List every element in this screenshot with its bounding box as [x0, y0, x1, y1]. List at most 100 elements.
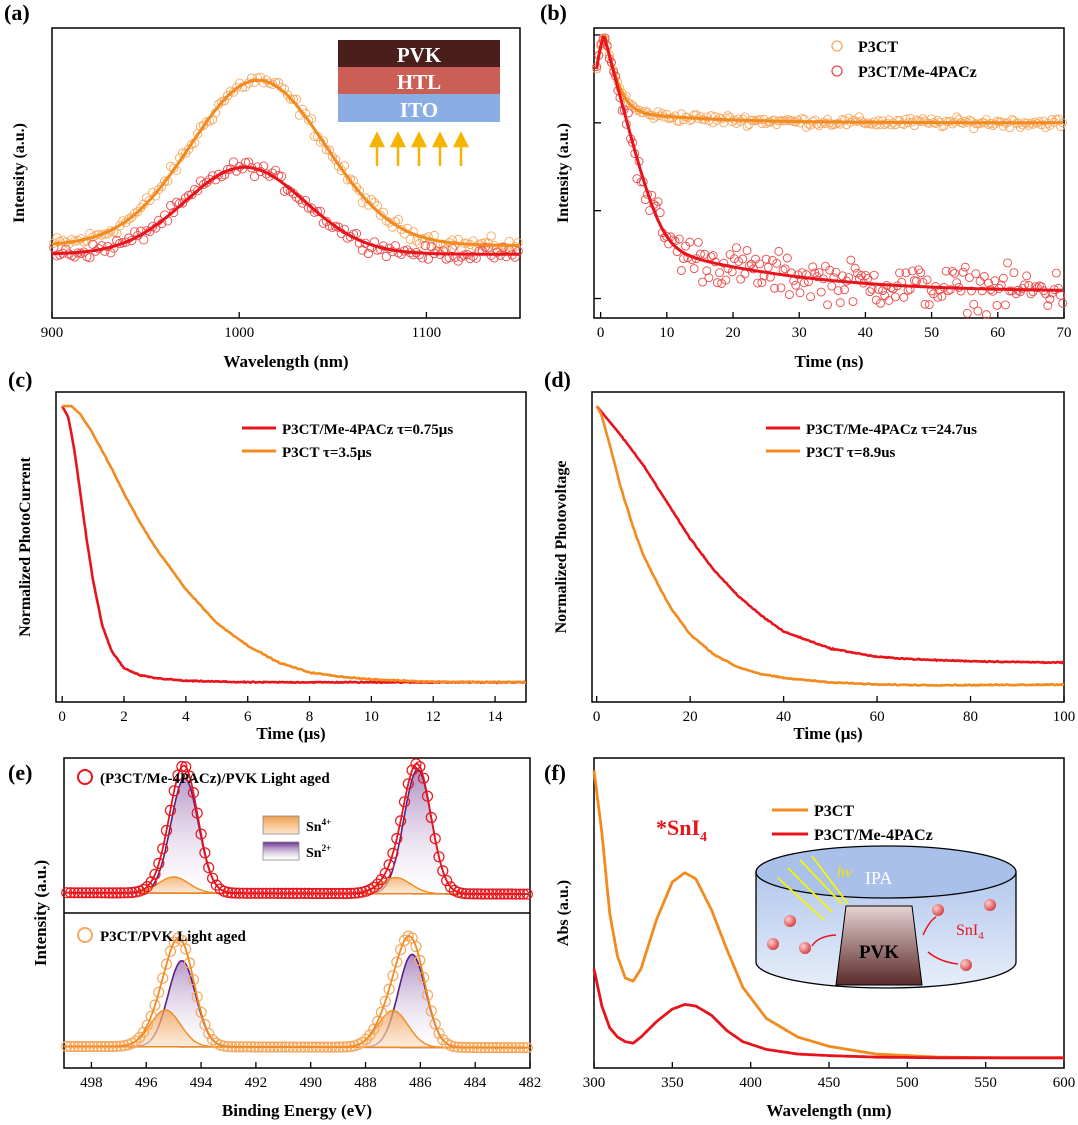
sni4-particle: [799, 942, 811, 954]
data-point: [1009, 115, 1019, 125]
data-point: [869, 270, 879, 280]
sni4-particle: [784, 915, 796, 927]
panel-a-plot: [49, 72, 523, 266]
data-point: [1003, 258, 1013, 268]
data-point: [356, 1036, 368, 1049]
data-point: [801, 122, 811, 132]
data-point: [160, 176, 170, 186]
data-point: [736, 274, 746, 284]
data-point: [1058, 298, 1068, 308]
panel-e-annotations: (P3CT/Me-4PACz)/PVK Light aged P3CT/PVK …: [77, 769, 331, 945]
data-point: [698, 277, 708, 287]
data-point: [391, 832, 403, 845]
x-tick-label: 0: [597, 325, 605, 341]
data-point: [712, 278, 722, 288]
data-point: [421, 790, 434, 802]
data-point: [950, 268, 960, 278]
fit-line: [595, 34, 1063, 125]
data-point: [363, 248, 374, 259]
data-point: [835, 298, 845, 308]
data-point: [812, 272, 822, 282]
data-point: [137, 1026, 150, 1038]
data-point: [715, 268, 724, 278]
data-point: [1028, 119, 1038, 129]
panel-e-top-marker: [77, 769, 93, 785]
panel-d-frame: [591, 391, 1065, 703]
data-point: [411, 236, 421, 246]
data-point: [971, 269, 981, 279]
data-point: [700, 249, 710, 259]
panel-c-legend: P3CT/Me-4PACz τ=0.75μs P3CT τ=3.5μs: [242, 422, 453, 461]
data-point: [945, 285, 955, 295]
data-point: [755, 259, 765, 269]
data-point: [495, 242, 505, 253]
data-point: [139, 235, 149, 245]
data-point: [425, 1005, 437, 1017]
data-point: [391, 956, 403, 968]
envelope-line: [64, 762, 529, 895]
data-point: [192, 186, 203, 196]
panel-b-frame: [593, 27, 1065, 319]
x-tick-label: 50: [924, 325, 939, 341]
legend-label-me4pacz: P3CT/Me-4PACz: [858, 64, 977, 81]
panel-b-plot: [592, 33, 1068, 320]
data-point: [468, 251, 478, 261]
data-point: [418, 772, 430, 784]
fit-line: [51, 165, 520, 256]
data-point: [395, 815, 407, 827]
data-point: [746, 259, 756, 269]
data-point: [249, 171, 260, 182]
data-point: [492, 247, 502, 257]
data-point: [183, 957, 196, 969]
data-point: [405, 234, 415, 245]
data-point: [1017, 120, 1027, 130]
data-point: [154, 184, 164, 195]
panel-c-plot: [61, 404, 527, 685]
data-point: [195, 828, 207, 840]
data-point: [433, 1027, 445, 1040]
panel-d-x-ticks: 0 20 40 60 80 100: [593, 696, 1075, 725]
data-point: [757, 278, 767, 287]
data-point: [418, 971, 430, 984]
x-tick-label: 496: [135, 1075, 158, 1091]
data-point: [825, 265, 835, 275]
data-point: [203, 861, 215, 874]
data-point: [727, 117, 737, 127]
data-point: [437, 865, 449, 877]
layer-ito-label: ITO: [400, 98, 438, 122]
x-tick-label: 498: [80, 1075, 103, 1091]
data-point: [751, 254, 760, 264]
data-point: [414, 761, 426, 773]
data-point: [873, 116, 883, 126]
layer-pvk-label: PVK: [397, 43, 442, 67]
data-point: [414, 239, 424, 249]
data-point: [228, 87, 239, 97]
data-point: [429, 832, 441, 845]
panel-f-legend: P3CT P3CT/Me-4PACz: [772, 803, 933, 844]
data-point: [501, 251, 511, 262]
data-point: [734, 257, 744, 266]
sni4-particle: [767, 938, 779, 950]
data-point: [814, 268, 824, 277]
data-point: [187, 139, 197, 150]
legend-marker-me4pacz: [831, 65, 843, 77]
data-point: [958, 267, 968, 277]
data-point: [149, 868, 161, 880]
data-point: [901, 268, 911, 278]
data-point: [115, 221, 125, 231]
data-point: [160, 824, 173, 837]
light-arrows: [368, 131, 470, 166]
x-tick-label: 60: [870, 709, 885, 725]
x-tick-label: 482: [519, 1075, 542, 1091]
data-point: [846, 255, 856, 265]
legend-label-f-orange: P3CT: [814, 803, 854, 820]
x-tick-label: 1000: [224, 325, 254, 341]
x-tick-label: 490: [299, 1075, 322, 1091]
data-point: [840, 115, 849, 125]
data-point: [364, 1029, 376, 1041]
data-point: [157, 181, 167, 192]
data-point: [865, 287, 875, 297]
panel-label-d: (d): [544, 367, 571, 392]
release-arrow: [922, 916, 937, 936]
data-point: [375, 873, 387, 886]
